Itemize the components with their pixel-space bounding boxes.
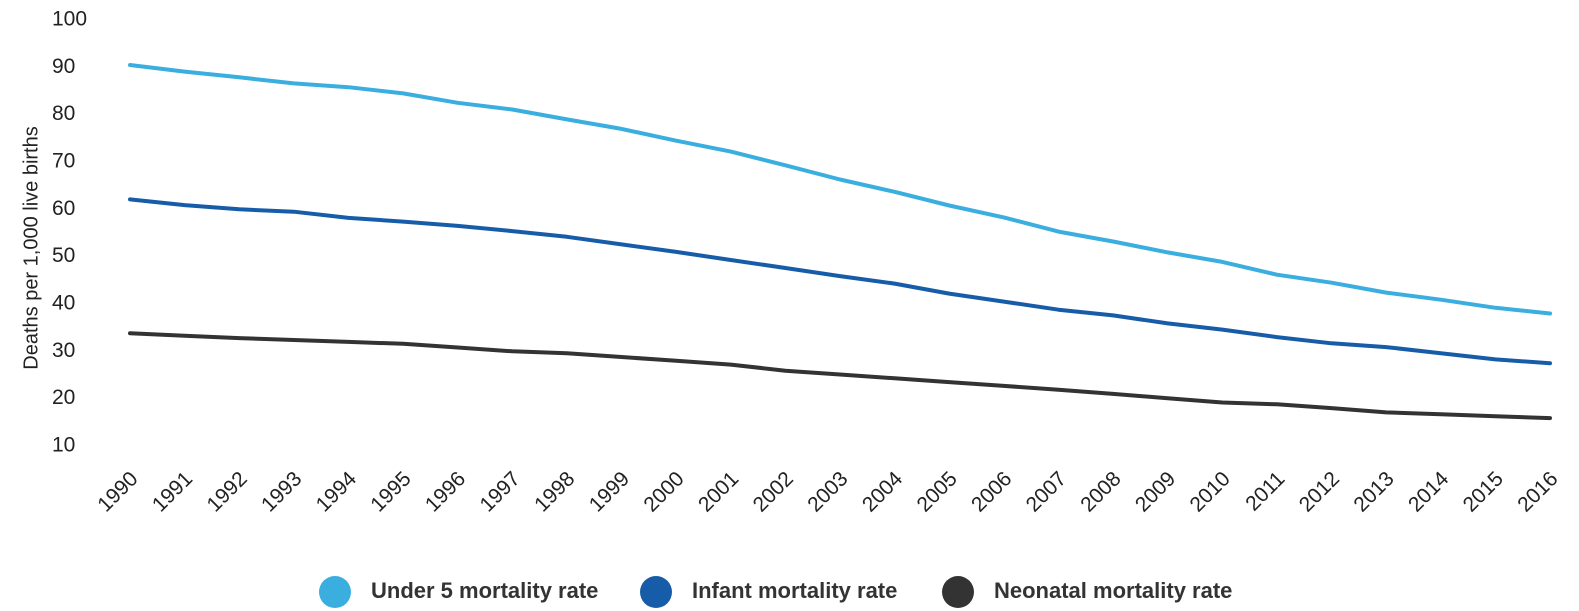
y-tick-label: 80 [52,102,75,125]
x-tick-label: 1998 [530,467,579,516]
x-tick-label: 2010 [1186,467,1235,516]
x-tick-label: 2016 [1513,467,1562,516]
x-tick-label: 2012 [1295,467,1344,516]
x-tick-label: 1995 [366,467,415,516]
y-tick-label: 60 [52,197,75,220]
x-tick-label: 1993 [257,467,306,516]
series-lines [128,63,1552,421]
y-tick-label: 100 [52,8,87,31]
y-tick-label: 10 [52,434,75,457]
x-tick-label: 2006 [967,467,1016,516]
x-tick-label: 1992 [202,467,251,516]
x-tick-label: 2015 [1459,467,1508,516]
series-line-1 [128,63,1552,316]
x-tick-label: 1990 [93,467,142,516]
x-tick-label: 2013 [1349,467,1398,516]
y-tick-label: 40 [52,292,75,315]
x-tick-label: 2003 [803,467,852,516]
y-axis-label: Deaths per 1,000 live births [20,126,42,369]
x-tick-label: 2001 [694,467,743,516]
x-tick-label: 2007 [1022,467,1071,516]
legend-label: Neonatal mortality rate [994,578,1232,603]
series-line-3 [128,331,1552,421]
x-axis-ticks: 1990 1991 1992 1993 1994 1995 1996 1997 1998 1999… [93,467,1562,517]
y-tick-label: 90 [52,55,75,78]
x-tick-label: 1994 [312,467,362,517]
x-tick-label: 1991 [148,467,197,516]
x-tick-label: 1997 [476,467,525,516]
legend-marker [942,576,974,608]
legend-label: Under 5 mortality rate [371,578,598,603]
x-tick-label: 2000 [639,467,688,516]
x-tick-label: 2009 [1131,467,1180,516]
x-tick-label: 1996 [421,467,470,516]
y-tick-label: 30 [52,339,75,362]
x-tick-label: 2004 [858,467,908,517]
x-tick-label: 2014 [1404,467,1454,517]
x-tick-label: 2002 [749,467,798,516]
legend-marker [640,576,672,608]
legend-label: Infant mortality rate [692,578,897,603]
y-tick-label: 70 [52,150,75,173]
legend: Under 5 mortality rate Infant mortality r… [319,576,1232,608]
y-axis-ticks: 100 90 80 70 60 50 40 30 20 10 [52,8,87,457]
y-tick-label: 50 [52,244,75,267]
series-line-2 [128,197,1552,366]
x-tick-label: 1999 [585,467,634,516]
x-tick-label: 2005 [912,467,961,516]
legend-marker [319,576,351,608]
x-tick-label: 2011 [1241,467,1289,515]
x-tick-label: 2008 [1076,467,1125,516]
y-tick-label: 20 [52,386,75,409]
